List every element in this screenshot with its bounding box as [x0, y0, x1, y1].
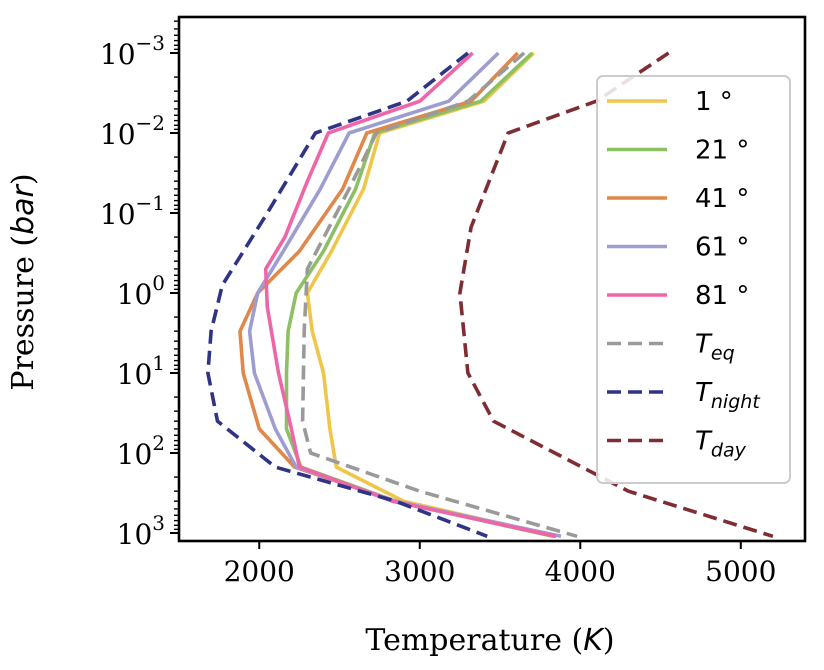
legend-frame	[596, 75, 791, 484]
series-line-6	[206, 51, 488, 538]
legend-label-2: 41 °	[695, 184, 749, 214]
x-tick-label-1: 3000	[384, 555, 455, 588]
legend-label-0: 1 °	[695, 87, 733, 117]
x-axis-title: Temperature (K)	[365, 623, 614, 658]
y-tick-label-2: 10−1	[100, 191, 165, 231]
series-lines	[206, 51, 774, 539]
y-axis-title: Pressure (bar)	[6, 173, 41, 390]
y-tick-label-6: 103	[117, 511, 165, 551]
x-tick-label-2: 4000	[545, 555, 616, 588]
y-tick-label-0: 10−3	[100, 31, 165, 71]
series-line-4	[263, 51, 557, 539]
axis-ticks: 2000 3000 4000 5000 10−3 10−2 10−1 100 101 102 103	[100, 20, 776, 588]
legend-label-7: Tday	[695, 427, 747, 462]
y-tick-label-5: 102	[117, 431, 165, 471]
legend-label-3: 61 °	[695, 233, 749, 263]
y-tick-label-1: 10−2	[100, 111, 165, 151]
y-tick-label-3: 100	[117, 271, 165, 311]
series-line-5	[300, 51, 578, 539]
legend-label-4: 81 °	[695, 281, 749, 311]
x-tick-label-3: 5000	[705, 555, 776, 588]
y-tick-label-4: 101	[117, 351, 165, 391]
series-line-7	[458, 51, 774, 539]
x-tick-label-0: 2000	[224, 555, 295, 588]
series-line-1	[284, 51, 554, 539]
legend-label-6: Tnight	[695, 378, 761, 413]
plot-frame	[177, 15, 807, 543]
legend: 1 ° 21 ° 41 ° 61 ° 81 ° Teq Tnight Tday	[596, 75, 791, 484]
legend-label-5: Teq	[695, 330, 735, 365]
legend-label-1: 21 °	[695, 136, 749, 166]
